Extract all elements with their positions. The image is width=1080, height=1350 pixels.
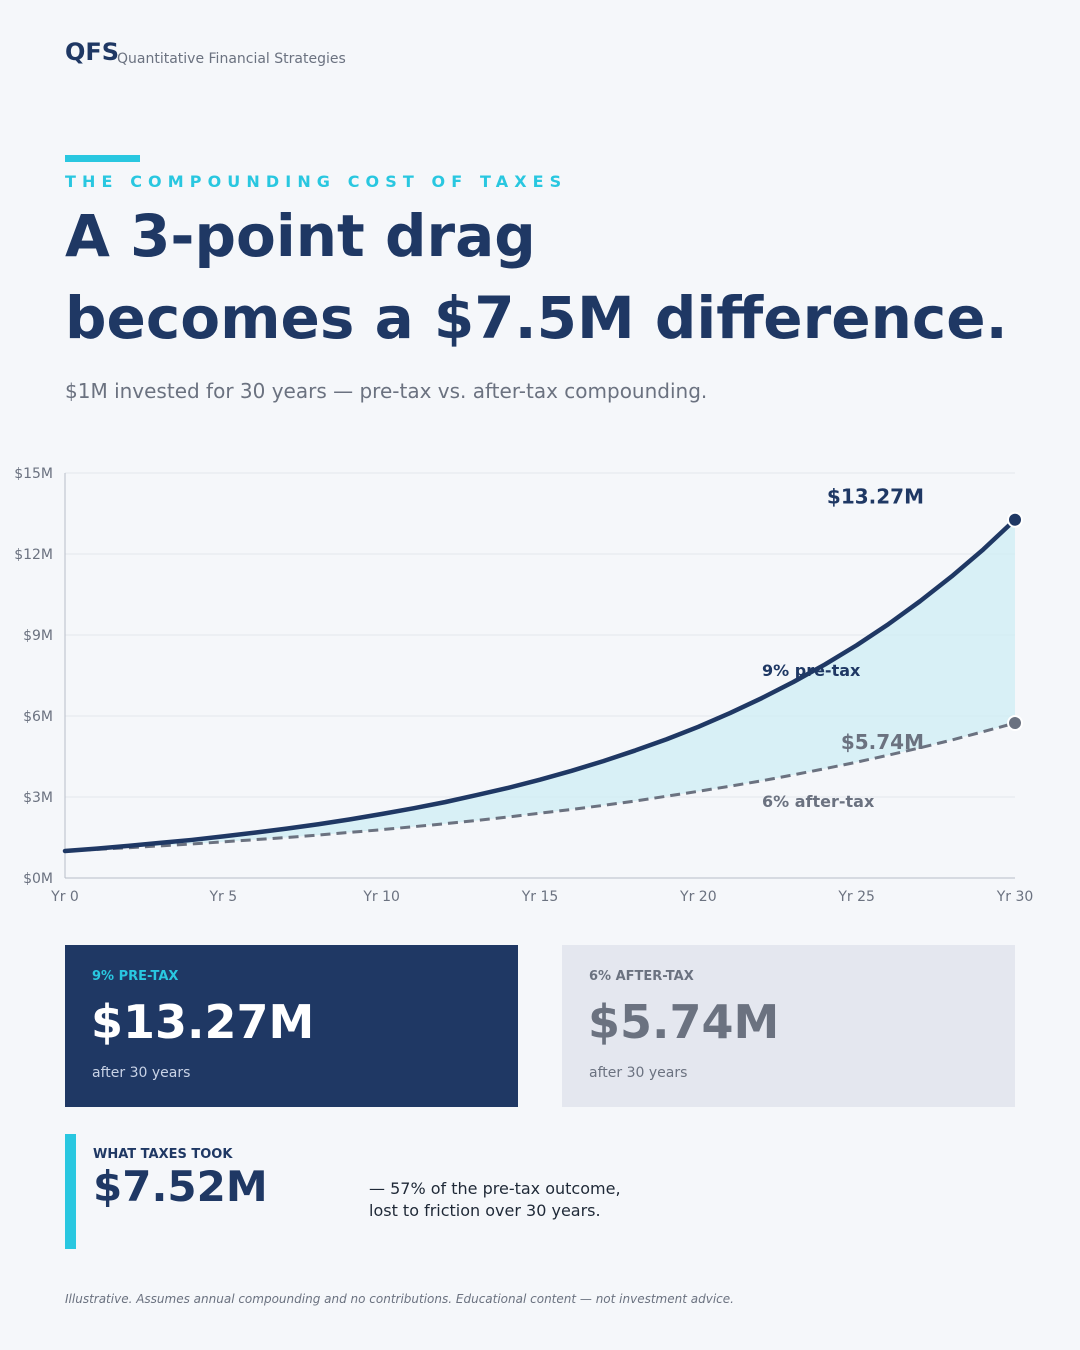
pretax-card-value: $13.27M: [91, 995, 315, 1049]
x-tick-label: Yr 10: [362, 889, 400, 905]
aftertax-card-note: after 30 years: [589, 1065, 688, 1081]
series-label-after-tax: 6% after-tax: [762, 792, 875, 811]
x-tick-label: Yr 5: [208, 889, 237, 905]
growth-chart: $0M $3M $6M $9M $12M $15M Yr 0 Yr 5 Yr 10 Yr 15 Yr…: [14, 466, 1034, 905]
eyebrow-label: THE COMPOUNDING COST OF TAXES: [65, 172, 568, 191]
aftertax-card-label: 6% AFTER-TAX: [589, 969, 694, 984]
y-tick-label: $15M: [14, 466, 53, 482]
end-label-pre-tax: $13.27M: [827, 485, 924, 509]
series-line-pre-tax: [62, 517, 1018, 854]
x-tick-label: Yr 20: [679, 889, 717, 905]
aftertax-card-value: $5.74M: [588, 995, 780, 1049]
x-tick-label: Yr 30: [996, 889, 1034, 905]
y-tick-label: $3M: [23, 790, 53, 806]
pretax-card-label: 9% PRE-TAX: [92, 969, 179, 984]
y-tick-label: $9M: [23, 628, 53, 644]
x-tick-label: Yr 15: [521, 889, 559, 905]
gap-area: [65, 519, 1015, 851]
brand-logo: QFS: [65, 38, 120, 66]
taxes-description-line-2: lost to friction over 30 years.: [369, 1201, 601, 1220]
subtitle: $1M invested for 30 years — pre-tax vs. …: [65, 379, 708, 403]
end-point-after-tax: [1007, 715, 1023, 732]
y-tick-label: $0M: [23, 871, 53, 887]
end-point-pre-tax: [1007, 511, 1023, 528]
end-label-after-tax: $5.74M: [841, 730, 924, 754]
accent-bar: [65, 155, 140, 162]
taxes-description-line-1: — 57% of the pre-tax outcome,: [369, 1179, 621, 1198]
x-tick-label: Yr 25: [837, 889, 875, 905]
footnote: Illustrative. Assumes annual compounding…: [65, 1292, 734, 1306]
pretax-card: 9% PRE-TAX $13.27M after 30 years: [65, 945, 518, 1107]
taxes-value: $7.52M: [93, 1162, 268, 1211]
headline-line-1: A 3-point drag: [65, 202, 536, 270]
aftertax-card: 6% AFTER-TAX $5.74M after 30 years: [562, 945, 1015, 1107]
taxes-accent-bar: [65, 1134, 76, 1249]
pretax-card-note: after 30 years: [92, 1065, 191, 1081]
series-label-pre-tax: 9% pre-tax: [762, 661, 861, 680]
x-tick-label: Yr 0: [50, 889, 79, 905]
y-tick-label: $6M: [23, 709, 53, 725]
y-tick-label: $12M: [14, 547, 53, 563]
brand-tagline: Quantitative Financial Strategies: [117, 51, 346, 67]
taxes-label: WHAT TAXES TOOK: [93, 1147, 233, 1162]
headline-line-2: becomes a $7.5M difference.: [65, 284, 1008, 352]
